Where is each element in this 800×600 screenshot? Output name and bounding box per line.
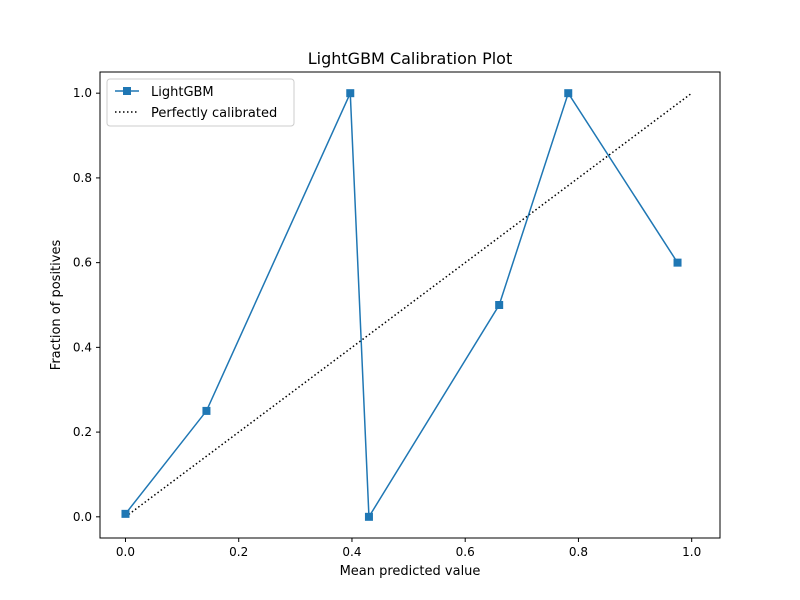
legend-marker-lightgbm <box>123 87 131 95</box>
data-point-lightgbm <box>495 301 504 309</box>
x-axis-label: Mean predicted value <box>340 564 481 579</box>
y-axis-label: Fraction of positives <box>49 240 64 371</box>
x-axis-ticks: 0.0 0.2 0.4 0.6 0.8 1.0 <box>116 538 701 559</box>
x-tick-label: 0.4 <box>342 545 361 559</box>
data-point-lightgbm <box>564 89 573 98</box>
data-point-lightgbm <box>364 512 373 521</box>
y-tick-label: 0.2 <box>73 425 92 439</box>
x-tick-label: 0.0 <box>116 545 135 559</box>
y-tick-label: 0.0 <box>73 510 92 524</box>
y-tick-label: 0.6 <box>73 256 92 270</box>
plot-frame <box>99 71 721 539</box>
y-axis-ticks: 0.0 0.2 0.4 0.6 0.8 1.0 <box>73 86 100 524</box>
data-point-lightgbm <box>202 406 211 415</box>
x-tick-label: 0.2 <box>229 545 248 559</box>
y-tick-label: 0.4 <box>73 340 92 354</box>
y-tick-label: 0.8 <box>73 171 92 185</box>
legend-box <box>106 78 295 127</box>
series-line-lightgbm <box>124 91 679 520</box>
data-point-lightgbm <box>346 89 355 98</box>
legend-label-lightgbm: LightGBM <box>151 85 214 100</box>
x-tick-label: 0.8 <box>569 545 588 559</box>
legend: LightGBM Perfectly calibrated <box>106 78 295 127</box>
series-line-perfectly-calibrated <box>125 92 693 518</box>
chart-title: LightGBM Calibration Plot <box>308 49 513 68</box>
y-tick-label: 1.0 <box>73 86 92 100</box>
x-tick-label: 0.6 <box>456 545 475 559</box>
x-tick-label: 1.0 <box>682 545 701 559</box>
data-point-lightgbm <box>121 509 130 518</box>
data-point-lightgbm <box>673 258 682 267</box>
legend-label-perfect: Perfectly calibrated <box>151 106 277 121</box>
